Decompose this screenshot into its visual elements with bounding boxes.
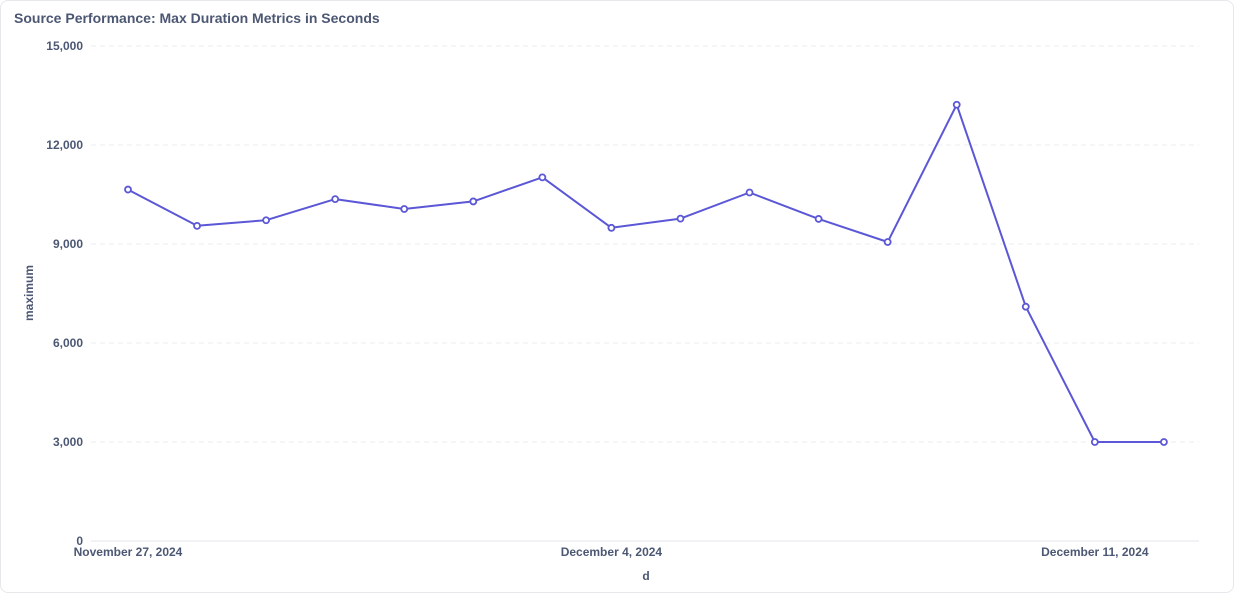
- y-tick-label: 0: [76, 534, 83, 548]
- y-tick-label: 3,000: [53, 435, 83, 449]
- y-tick-label: 6,000: [53, 336, 83, 350]
- x-tick-label: December 11, 2024: [1041, 545, 1149, 559]
- data-point[interactable]: [952, 100, 961, 109]
- x-axis-title: d: [642, 569, 649, 583]
- data-point[interactable]: [124, 185, 132, 194]
- y-axis-title: maximum: [22, 265, 36, 321]
- data-point[interactable]: [814, 215, 823, 223]
- data-point[interactable]: [400, 205, 409, 213]
- data-point[interactable]: [676, 214, 685, 223]
- data-point[interactable]: [1090, 438, 1099, 446]
- x-tick-label: December 4, 2024: [561, 545, 663, 559]
- chart-title: Source Performance: Max Duration Metrics…: [14, 10, 380, 26]
- data-point[interactable]: [1160, 438, 1168, 446]
- data-point[interactable]: [331, 195, 340, 204]
- data-point[interactable]: [262, 216, 271, 225]
- series-line: [127, 103, 1164, 443]
- y-tick-label: 12,000: [46, 138, 83, 152]
- x-tick-label: November 27, 2024: [74, 545, 183, 559]
- data-point[interactable]: [538, 173, 547, 182]
- data-point[interactable]: [469, 197, 478, 206]
- data-point[interactable]: [193, 221, 201, 230]
- data-point[interactable]: [1021, 302, 1030, 311]
- y-tick-label: 9,000: [53, 237, 83, 251]
- y-tick-label: 15,000: [46, 39, 83, 53]
- data-point[interactable]: [745, 188, 754, 197]
- data-point[interactable]: [607, 223, 616, 232]
- data-point[interactable]: [883, 238, 892, 246]
